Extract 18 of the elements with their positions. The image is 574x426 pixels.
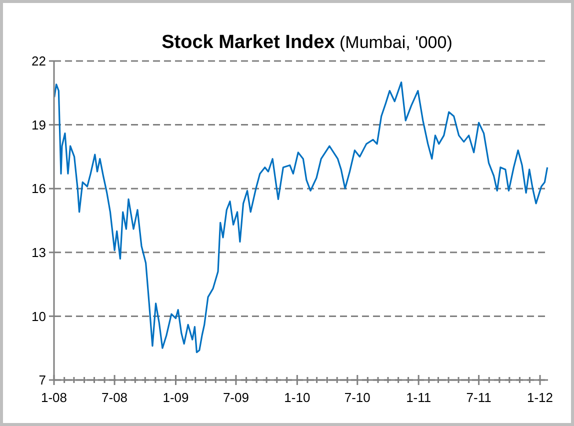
x-tick-label: 1-11 bbox=[406, 390, 432, 405]
chart-subtitle: (Mumbai, '000) bbox=[334, 33, 452, 52]
y-tick-label: 16 bbox=[32, 181, 46, 196]
y-tick-label: 7 bbox=[38, 372, 46, 388]
y-tick-label: 22 bbox=[32, 54, 46, 69]
y-tick-label: 10 bbox=[32, 308, 46, 324]
x-tick-label: 7-11 bbox=[466, 390, 492, 405]
x-tick-label: 1-10 bbox=[284, 390, 310, 405]
x-tick-label: 7-10 bbox=[344, 390, 370, 405]
line-series bbox=[54, 81, 548, 354]
chart-title: Stock Market Index bbox=[162, 32, 336, 53]
x-tick-label: 1-08 bbox=[40, 390, 68, 405]
y-tick-label: 19 bbox=[32, 117, 46, 132]
y-tick-label: 13 bbox=[32, 244, 46, 260]
x-tick-label: 7-08 bbox=[102, 390, 128, 405]
x-tick-label: 1-12 bbox=[527, 390, 554, 405]
x-tick-label: 7-09 bbox=[222, 390, 249, 405]
x-tick-label: 1-09 bbox=[162, 390, 189, 405]
